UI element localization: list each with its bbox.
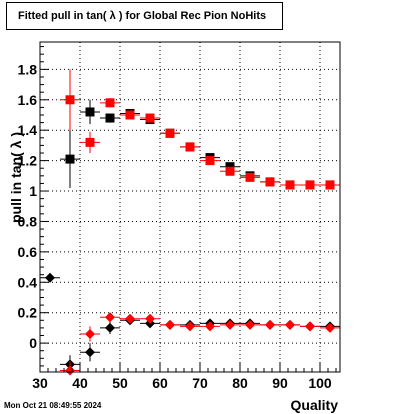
timestamp: Mon Oct 21 08:49:55 2024 xyxy=(4,401,102,410)
diamond-marker xyxy=(45,272,55,283)
data-point xyxy=(80,99,100,125)
square-marker xyxy=(265,177,275,187)
y-tick-label: 1.8 xyxy=(18,61,38,77)
data-point xyxy=(60,69,80,131)
plot-frame xyxy=(39,41,341,373)
data-point xyxy=(280,319,300,330)
data-point xyxy=(300,180,320,190)
diamond-marker xyxy=(265,319,275,330)
y-tick-label: 0.6 xyxy=(18,244,38,260)
diamond-marker xyxy=(245,319,255,330)
data-point xyxy=(80,343,100,362)
data-point xyxy=(100,113,120,123)
data-point xyxy=(200,156,220,166)
chart-title-box: Fitted pull in tan( λ ) for Global Rec P… xyxy=(6,2,283,30)
data-point xyxy=(320,180,340,190)
y-tick-label: 1.6 xyxy=(18,92,38,108)
data-point xyxy=(100,321,120,334)
x-tick-label: 40 xyxy=(72,375,88,391)
square-marker xyxy=(305,180,315,190)
data-point xyxy=(140,113,160,123)
diamond-marker xyxy=(305,321,315,332)
square-marker xyxy=(65,154,75,164)
data-point xyxy=(240,172,260,182)
data-point xyxy=(180,142,200,152)
square-marker xyxy=(225,162,235,172)
square-marker xyxy=(205,156,215,166)
data-point xyxy=(60,130,80,188)
data-point xyxy=(240,319,260,330)
data-point xyxy=(220,166,240,176)
square-marker xyxy=(245,172,255,182)
data-point xyxy=(120,110,140,120)
square-marker xyxy=(165,128,175,138)
diamond-marker xyxy=(145,313,155,324)
data-point xyxy=(200,321,220,332)
square-marker xyxy=(185,142,195,152)
square-marker xyxy=(85,137,95,147)
y-tick-label: 1.2 xyxy=(18,153,38,169)
diamond-marker xyxy=(105,322,115,333)
data-point xyxy=(160,128,180,138)
data-point xyxy=(60,361,80,376)
y-tick-label: 1 xyxy=(29,183,37,199)
data-point xyxy=(160,319,180,330)
diamond-marker xyxy=(85,347,95,358)
x-tick-label: 70 xyxy=(192,375,208,391)
square-marker xyxy=(285,180,295,190)
data-point xyxy=(260,319,280,330)
diamond-marker xyxy=(125,313,135,324)
y-axis-title: pull in tan( λ ) xyxy=(8,132,24,223)
x-tick-label: 90 xyxy=(272,375,288,391)
diamond-marker xyxy=(85,328,95,339)
data-point xyxy=(320,322,340,333)
data-point xyxy=(140,313,160,324)
x-tick-label: 30 xyxy=(32,375,48,391)
data-point xyxy=(40,272,60,283)
x-tick-label: 60 xyxy=(152,375,168,391)
y-tick-label: 0.2 xyxy=(18,305,38,321)
data-point xyxy=(300,321,320,332)
y-tick-label: 1.4 xyxy=(18,122,38,138)
square-marker xyxy=(125,110,135,120)
square-marker xyxy=(85,107,95,117)
x-tick-label: 100 xyxy=(308,375,332,391)
square-marker xyxy=(225,166,235,176)
square-marker xyxy=(325,180,335,190)
tick-labels: 30 40 50 60 70 80 90 100 0 0.2 0.4 0.6 0.8 1 1.2 1.4 1.6… xyxy=(18,61,332,391)
diamond-marker xyxy=(105,312,115,323)
data-point xyxy=(100,98,120,108)
diamond-marker xyxy=(185,321,195,332)
data-point xyxy=(180,321,200,332)
chart-title: Fitted pull in tan( λ ) for Global Rec P… xyxy=(18,10,267,22)
diamond-marker xyxy=(225,319,235,330)
y-tick-label: 0 xyxy=(29,335,37,351)
diamond-marker xyxy=(285,319,295,330)
square-marker xyxy=(65,95,75,105)
x-axis-title: Quality xyxy=(291,397,339,413)
data-point xyxy=(100,312,120,323)
data-point xyxy=(80,131,100,154)
data-point xyxy=(220,319,240,330)
data-point xyxy=(80,326,100,342)
x-tick-label: 80 xyxy=(232,375,248,391)
y-tick-label: 0.8 xyxy=(18,213,38,229)
axis-ticks xyxy=(39,46,337,372)
square-marker xyxy=(145,113,155,123)
data-markers xyxy=(40,69,340,376)
data-point xyxy=(260,177,280,187)
y-tick-label: 0.4 xyxy=(18,274,38,290)
data-point xyxy=(120,313,140,324)
diamond-marker xyxy=(325,322,335,333)
data-point xyxy=(280,180,300,190)
diamond-marker xyxy=(205,321,215,332)
square-marker xyxy=(105,98,115,108)
diamond-marker xyxy=(65,365,75,376)
diamond-marker xyxy=(165,319,175,330)
square-marker xyxy=(105,113,115,123)
x-tick-label: 50 xyxy=(112,375,128,391)
